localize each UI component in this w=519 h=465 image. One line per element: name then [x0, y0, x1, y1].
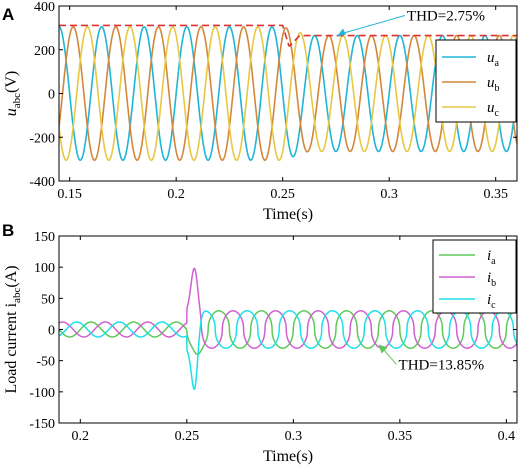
- a-y-tick-label: 200: [34, 44, 55, 59]
- series-line-ia: [59, 310, 517, 356]
- panel-b-thd-annotation: THD=13.85%: [378, 344, 485, 373]
- b-y-tick-label: 0: [48, 324, 55, 339]
- a-x-tick-label: 0.2: [167, 187, 185, 202]
- panel-a-label: A: [2, 5, 14, 24]
- a-y-tick-label: -200: [29, 131, 55, 146]
- a-x-tick-label: 0.25: [270, 187, 295, 202]
- panel-a-y-axis-label-sub: abc: [11, 93, 23, 108]
- a-y-tick-label: 400: [34, 0, 55, 15]
- panel-b-legend: ia ib ic: [432, 239, 517, 314]
- b-y-tick-label: -100: [29, 386, 55, 401]
- legend-label-uc: uc: [487, 100, 500, 119]
- envelope-dashed-line: [59, 24, 517, 48]
- legend-label-ia: ia: [487, 248, 496, 267]
- panel-a: A 0.15 0.2 0.25 0.3 0.35 -400 -200 0 200 400 Tim…: [2, 0, 518, 223]
- a-x-tick-label: 0.3: [380, 187, 398, 202]
- panel-a-legend: ua ub uc: [435, 39, 517, 123]
- panel-b-thd-arrow-line: [382, 348, 397, 365]
- panel-b-label: B: [2, 221, 14, 240]
- panel-a-envelope: [59, 24, 517, 48]
- b-x-tick-label: 0.2: [72, 429, 90, 444]
- panel-a-x-axis-label: Time(s): [263, 206, 313, 223]
- panel-b-thd-text: THD=13.85%: [399, 357, 485, 373]
- a-y-tick-label: 0: [48, 88, 55, 103]
- legend-label-ub: ub: [487, 75, 500, 94]
- b-x-tick-label: 0.4: [498, 429, 516, 444]
- series-line-ua: [59, 25, 517, 162]
- legend-label-ib: ib: [487, 270, 496, 289]
- b-y-tick-label: 100: [34, 261, 55, 276]
- panel-a-thd-text: THD=2.75%: [407, 9, 485, 25]
- a-x-tick-label: 0.15: [57, 187, 82, 202]
- panel-b-x-ticks: 0.2 0.25 0.3 0.35 0.4: [72, 236, 516, 444]
- panel-a-x-ticks: 0.15 0.2 0.25 0.3 0.35: [57, 6, 508, 202]
- panel-a-thd-annotation: THD=2.75%: [336, 9, 485, 37]
- panel-a-y-axis-label: uabc(V): [3, 71, 23, 116]
- panel-b-y-axis-label-sub: abc: [11, 288, 23, 303]
- a-x-tick-label: 0.35: [483, 187, 508, 202]
- panel-a-y-axis-label-main: u: [3, 108, 20, 116]
- b-y-tick-label: -50: [36, 355, 55, 370]
- series-line-ub: [59, 25, 517, 162]
- b-y-tick-label: 150: [34, 230, 55, 245]
- panel-a-thd-arrow-head: [336, 28, 346, 37]
- panel-a-legend-box: [435, 39, 517, 123]
- panel-b: B 0.2 0.25 0.3 0.35 0.4 -150 -100 -50 0 50 100 150…: [2, 221, 518, 465]
- panel-b-y-axis-label: Load current iabc(A): [3, 265, 23, 393]
- panel-b-y-ticks: -150 -100 -50 0 50 100 150: [29, 230, 517, 432]
- legend-label-ua: ua: [487, 50, 500, 69]
- panel-b-y-axis-label-main: Load current i: [3, 302, 20, 393]
- b-y-tick-label: 50: [41, 292, 55, 307]
- b-x-tick-label: 0.25: [175, 429, 200, 444]
- b-x-tick-label: 0.35: [388, 429, 413, 444]
- panel-a-thd-arrow-line: [341, 15, 406, 35]
- b-y-tick-label: -150: [29, 417, 55, 432]
- panel-b-x-axis-label: Time(s): [263, 448, 313, 465]
- panel-b-y-axis-label-unit: (A): [3, 265, 20, 287]
- panel-a-y-ticks: -400 -200 0 200 400: [29, 0, 517, 190]
- series-line-ic: [59, 310, 517, 391]
- b-x-tick-label: 0.3: [285, 429, 303, 444]
- legend-label-ic: ic: [487, 292, 496, 311]
- panel-a-y-axis-label-unit: (V): [3, 71, 20, 93]
- panel-b-thd-arrow-head: [378, 344, 388, 354]
- a-y-tick-label: -400: [29, 175, 55, 190]
